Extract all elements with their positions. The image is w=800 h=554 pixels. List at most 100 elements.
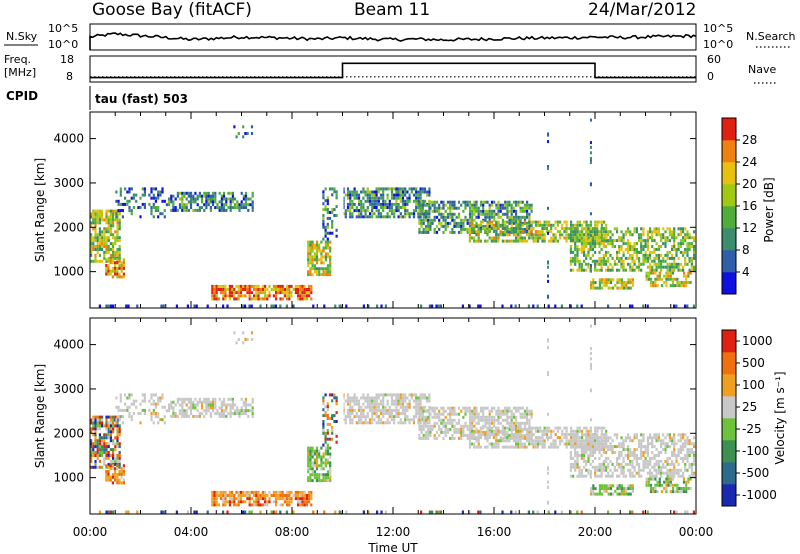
power-cell bbox=[105, 264, 108, 267]
velocity-cell bbox=[627, 436, 630, 440]
power-cell bbox=[569, 259, 572, 263]
power-cell bbox=[488, 203, 491, 207]
power-cell bbox=[526, 233, 529, 237]
power-cell bbox=[297, 294, 300, 298]
power-cell bbox=[107, 259, 110, 263]
power-cell bbox=[220, 288, 223, 291]
velocity-cell bbox=[94, 439, 97, 443]
velocity-cell bbox=[688, 442, 691, 446]
velocity-cell bbox=[554, 439, 557, 443]
velocity-cell bbox=[112, 439, 115, 443]
power-cell bbox=[382, 190, 385, 194]
power-cell bbox=[326, 237, 329, 241]
power-cell bbox=[277, 288, 280, 291]
velocity-cell bbox=[286, 503, 289, 507]
velocity-cell bbox=[603, 487, 606, 491]
velocity-cell bbox=[594, 492, 597, 496]
velocity-cell bbox=[320, 467, 323, 471]
power-cell bbox=[616, 286, 619, 290]
power-cell bbox=[128, 206, 131, 209]
velocity-cell bbox=[335, 402, 338, 406]
velocity-cell bbox=[103, 433, 106, 437]
power-cell bbox=[512, 215, 516, 219]
velocity-cell bbox=[574, 454, 577, 457]
power-cell bbox=[399, 199, 402, 203]
velocity-cell bbox=[596, 492, 599, 496]
velocity-cell bbox=[331, 425, 334, 429]
velocity-cell bbox=[320, 455, 323, 459]
velocity-cell bbox=[616, 462, 619, 466]
power-cell bbox=[651, 268, 654, 272]
velocity-cell bbox=[420, 424, 423, 428]
velocity-cell bbox=[152, 421, 155, 425]
power-cell bbox=[471, 206, 474, 210]
power-cell bbox=[292, 288, 295, 291]
power-cell bbox=[657, 265, 660, 269]
velocity-cell bbox=[362, 412, 365, 415]
velocity-cell bbox=[328, 393, 332, 397]
velocity-cell bbox=[620, 471, 623, 475]
power-cell bbox=[195, 304, 198, 308]
velocity-cell bbox=[238, 409, 241, 413]
velocity-cell bbox=[109, 436, 112, 440]
power-cell bbox=[627, 227, 630, 231]
power-cell bbox=[651, 265, 654, 269]
velocity-cell bbox=[587, 454, 590, 457]
velocity-cell bbox=[117, 408, 120, 412]
velocity-cell bbox=[139, 421, 142, 425]
velocity-cell bbox=[609, 436, 612, 440]
power-cell bbox=[375, 209, 378, 213]
power-cell bbox=[94, 224, 97, 228]
velocity-cell bbox=[233, 503, 236, 507]
velocity-cell bbox=[455, 427, 458, 431]
power-cell bbox=[240, 191, 243, 195]
power-cell bbox=[682, 265, 685, 269]
power-cell bbox=[646, 239, 649, 243]
power-cell bbox=[497, 223, 500, 227]
power-cell bbox=[172, 200, 175, 204]
power-cell bbox=[576, 230, 579, 234]
power-cell bbox=[257, 288, 260, 291]
power-cell bbox=[484, 224, 487, 228]
velocity-cell bbox=[495, 442, 498, 446]
power-cell bbox=[517, 220, 520, 224]
power-cell bbox=[620, 283, 623, 287]
power-cell bbox=[657, 259, 660, 263]
velocity-cell bbox=[512, 415, 516, 419]
power-cell bbox=[107, 256, 110, 260]
power-cell bbox=[662, 236, 665, 240]
power-cell bbox=[240, 200, 243, 204]
velocity-cell bbox=[657, 465, 660, 469]
velocity-cell bbox=[157, 421, 160, 425]
power-cell bbox=[693, 248, 696, 251]
power-cell bbox=[598, 245, 601, 248]
power-x-axis bbox=[89, 112, 697, 308]
velocity-cell bbox=[92, 465, 95, 469]
velocity-cell bbox=[395, 412, 398, 415]
power-cell bbox=[366, 196, 369, 200]
velocity-cell bbox=[360, 421, 363, 425]
velocity-cell bbox=[307, 452, 310, 456]
velocity-cell bbox=[581, 436, 584, 440]
power-cell bbox=[109, 248, 112, 251]
power-cell bbox=[453, 224, 456, 228]
power-cell bbox=[552, 233, 555, 237]
power-cell bbox=[121, 202, 124, 206]
velocity-cell bbox=[613, 445, 616, 449]
power-cell bbox=[375, 215, 378, 219]
velocity-cell bbox=[484, 418, 487, 422]
velocity-cell bbox=[357, 408, 361, 412]
power-cell bbox=[519, 209, 522, 213]
power-cell bbox=[233, 203, 237, 207]
velocity-cell bbox=[114, 472, 117, 476]
power-cell bbox=[272, 284, 275, 288]
velocity-cell bbox=[324, 414, 327, 418]
power-cell bbox=[587, 248, 590, 251]
velocity-cell bbox=[693, 459, 696, 463]
power-cell bbox=[382, 209, 385, 213]
velocity-cell bbox=[664, 448, 667, 452]
velocity-cell bbox=[693, 462, 696, 466]
velocity-cell bbox=[530, 442, 533, 446]
velocity-cell bbox=[259, 497, 262, 501]
